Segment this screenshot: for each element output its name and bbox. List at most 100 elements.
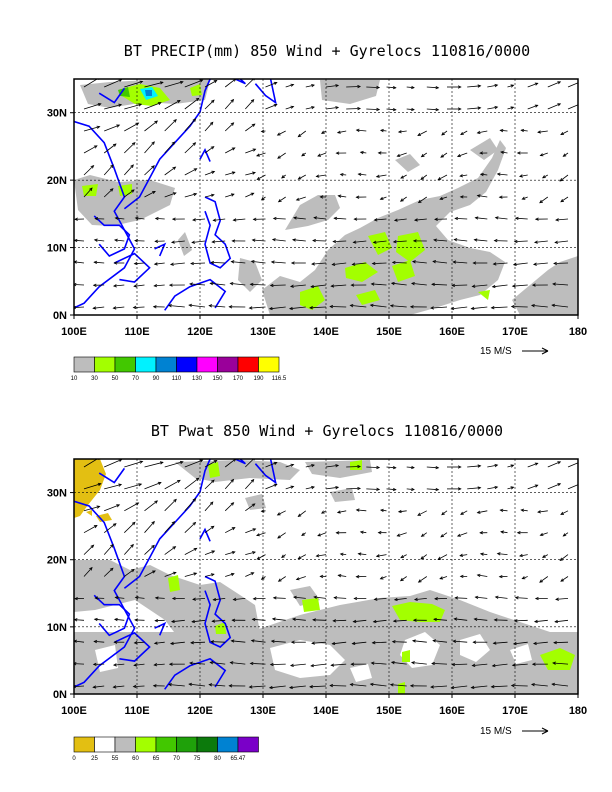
wind-vector-head — [139, 80, 144, 84]
wind-vector — [272, 239, 286, 242]
wind-vector-head — [554, 619, 559, 624]
wind-vector — [414, 598, 427, 600]
wind-vector — [269, 306, 286, 310]
wind-vector — [252, 618, 266, 621]
wind-vector — [171, 240, 185, 243]
wind-vector — [560, 510, 569, 515]
wind-vector-head — [188, 682, 193, 687]
wind-vector-head — [96, 125, 101, 129]
wind-vector — [333, 619, 347, 622]
wind-vector-head — [411, 465, 415, 470]
wind-vector — [245, 503, 256, 512]
wind-vector-head — [276, 132, 281, 136]
lat-label: 30N — [47, 488, 67, 500]
wind-vector-head — [290, 640, 295, 644]
wind-vector-head — [510, 683, 515, 688]
wind-vector-head — [329, 304, 334, 309]
wind-vector-head — [539, 579, 543, 583]
wind-vector — [211, 262, 226, 264]
wind-vector-head — [193, 547, 198, 552]
wind-vector — [309, 306, 327, 309]
wind-vector-head — [157, 481, 162, 485]
wind-vector-head — [435, 465, 440, 470]
wind-vector-head — [512, 641, 517, 646]
wind-vector — [249, 685, 266, 688]
wind-vector-head — [396, 533, 401, 537]
wind-vector-head — [357, 552, 362, 556]
wind-vector — [184, 168, 197, 176]
colorbar-swatch — [176, 736, 198, 753]
colorbar-label: 10 — [71, 376, 78, 382]
wind-vector-head — [169, 262, 174, 266]
wind-vector-head — [211, 550, 216, 554]
wind-vector — [325, 107, 339, 110]
wind-vector — [325, 85, 339, 88]
wind-vector-head — [90, 164, 95, 169]
wind-vector — [493, 641, 508, 644]
wind-vector — [376, 174, 387, 178]
wind-vector-head — [560, 511, 565, 515]
wind-vector-head — [210, 260, 215, 265]
wind-vector-head — [315, 174, 320, 178]
wind-vector-head — [511, 284, 516, 288]
wind-vector — [74, 663, 85, 665]
wind-vector-head — [420, 556, 425, 560]
wind-vector — [278, 196, 286, 203]
wind-vector-head — [494, 463, 499, 468]
wind-vector — [212, 240, 226, 243]
wind-vector — [497, 173, 508, 176]
wind-vector-head — [131, 521, 136, 526]
wind-vector — [314, 596, 327, 599]
wind-vector — [507, 106, 514, 110]
wind-vector-head — [288, 306, 293, 311]
wind-vector — [513, 262, 528, 266]
wind-vector — [471, 685, 488, 689]
wind-vector-head — [472, 261, 477, 265]
wind-vector-head — [110, 164, 114, 169]
wind-vector — [567, 462, 578, 468]
wind-vector-head — [113, 238, 118, 242]
wind-vector — [372, 262, 387, 264]
wind-vector-head — [252, 528, 257, 532]
wind-vector-head — [353, 596, 358, 601]
wind-vector — [245, 99, 254, 110]
wind-vector-head — [499, 508, 504, 513]
wind-vector — [534, 240, 548, 243]
wind-vector — [144, 120, 158, 132]
wind-vector-head — [557, 81, 562, 85]
wind-vector-head — [252, 597, 257, 601]
wind-vector-head — [332, 619, 337, 623]
wind-vector — [373, 619, 387, 623]
wind-vector-head — [511, 663, 516, 667]
wind-vector — [474, 618, 488, 621]
wind-vector — [555, 598, 569, 600]
wind-vector-head — [134, 596, 139, 600]
wind-vector-head — [496, 552, 501, 556]
wind-vector-head — [359, 150, 364, 155]
wind-vector-head — [411, 639, 416, 643]
wind-vector-head — [332, 239, 337, 244]
wind-vector — [74, 239, 85, 242]
coastline — [74, 79, 277, 311]
wind-vector — [184, 79, 203, 88]
wind-vector — [492, 284, 508, 288]
wind-vector — [94, 261, 105, 264]
wind-vector-head — [132, 684, 137, 689]
wind-vector-head — [534, 484, 539, 488]
wind-vector — [553, 262, 569, 264]
wind-vector — [257, 174, 266, 180]
wind-vector — [225, 527, 235, 534]
panel-title: BT Pwat 850 Wind + Gyrelocs 110816/0000 — [151, 422, 503, 440]
wind-vector — [316, 554, 327, 557]
wind-vector — [417, 130, 427, 136]
wind-vector-head — [301, 153, 305, 157]
wind-vector — [144, 461, 163, 468]
wind-vector — [290, 284, 306, 287]
wind-vector-head — [230, 639, 235, 643]
wind-vector-head — [154, 239, 159, 243]
wind-vector-head — [270, 260, 275, 264]
wind-vector-head — [210, 525, 215, 530]
wind-vector-head — [177, 479, 181, 484]
wind-vector-head — [319, 195, 324, 199]
wind-vector-head — [189, 661, 193, 665]
